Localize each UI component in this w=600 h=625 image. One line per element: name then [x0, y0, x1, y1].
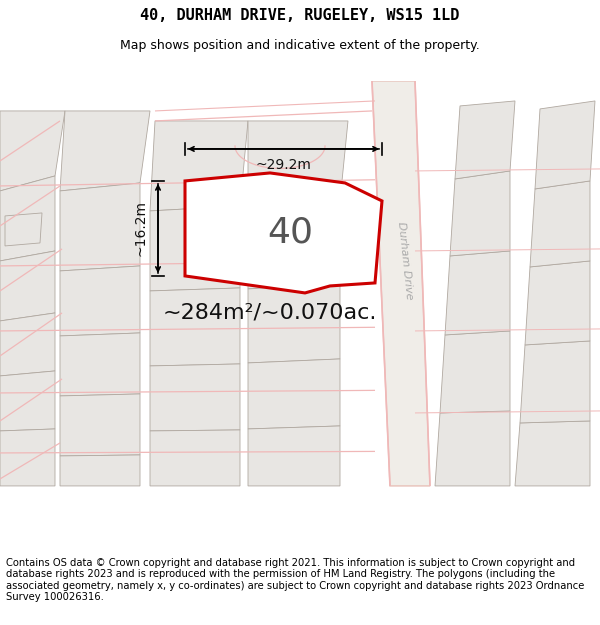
- Polygon shape: [60, 266, 140, 336]
- Polygon shape: [445, 251, 510, 335]
- Polygon shape: [60, 455, 140, 486]
- Polygon shape: [248, 283, 340, 363]
- Polygon shape: [60, 394, 140, 456]
- Text: ~284m²/~0.070ac.: ~284m²/~0.070ac.: [163, 303, 377, 323]
- Polygon shape: [248, 121, 348, 211]
- Polygon shape: [185, 173, 382, 293]
- Polygon shape: [248, 201, 340, 289]
- Polygon shape: [150, 364, 240, 431]
- Polygon shape: [60, 183, 140, 271]
- Polygon shape: [150, 430, 240, 486]
- Polygon shape: [150, 206, 240, 291]
- Polygon shape: [248, 426, 340, 486]
- Polygon shape: [0, 429, 55, 486]
- Polygon shape: [520, 341, 590, 423]
- Polygon shape: [530, 181, 590, 267]
- Polygon shape: [455, 101, 515, 179]
- Polygon shape: [0, 251, 55, 321]
- Polygon shape: [525, 261, 590, 345]
- Text: Durham Drive: Durham Drive: [396, 221, 414, 301]
- Polygon shape: [0, 313, 55, 376]
- Text: 40: 40: [267, 216, 313, 250]
- Polygon shape: [0, 111, 65, 191]
- Polygon shape: [440, 331, 510, 413]
- Polygon shape: [5, 213, 42, 246]
- Polygon shape: [435, 411, 510, 486]
- Polygon shape: [0, 371, 55, 431]
- Polygon shape: [0, 176, 55, 261]
- Polygon shape: [515, 421, 590, 486]
- Text: Contains OS data © Crown copyright and database right 2021. This information is : Contains OS data © Crown copyright and d…: [6, 558, 584, 602]
- Polygon shape: [150, 121, 248, 211]
- Text: ~29.2m: ~29.2m: [256, 158, 311, 172]
- Text: Map shows position and indicative extent of the property.: Map shows position and indicative extent…: [120, 39, 480, 52]
- Polygon shape: [248, 359, 340, 429]
- Polygon shape: [60, 333, 140, 396]
- Text: ~16.2m: ~16.2m: [133, 201, 147, 256]
- Polygon shape: [535, 101, 595, 189]
- Polygon shape: [450, 171, 510, 256]
- Text: 40, DURHAM DRIVE, RUGELEY, WS15 1LD: 40, DURHAM DRIVE, RUGELEY, WS15 1LD: [140, 8, 460, 23]
- Polygon shape: [60, 111, 150, 191]
- Polygon shape: [372, 81, 430, 486]
- Polygon shape: [150, 288, 240, 366]
